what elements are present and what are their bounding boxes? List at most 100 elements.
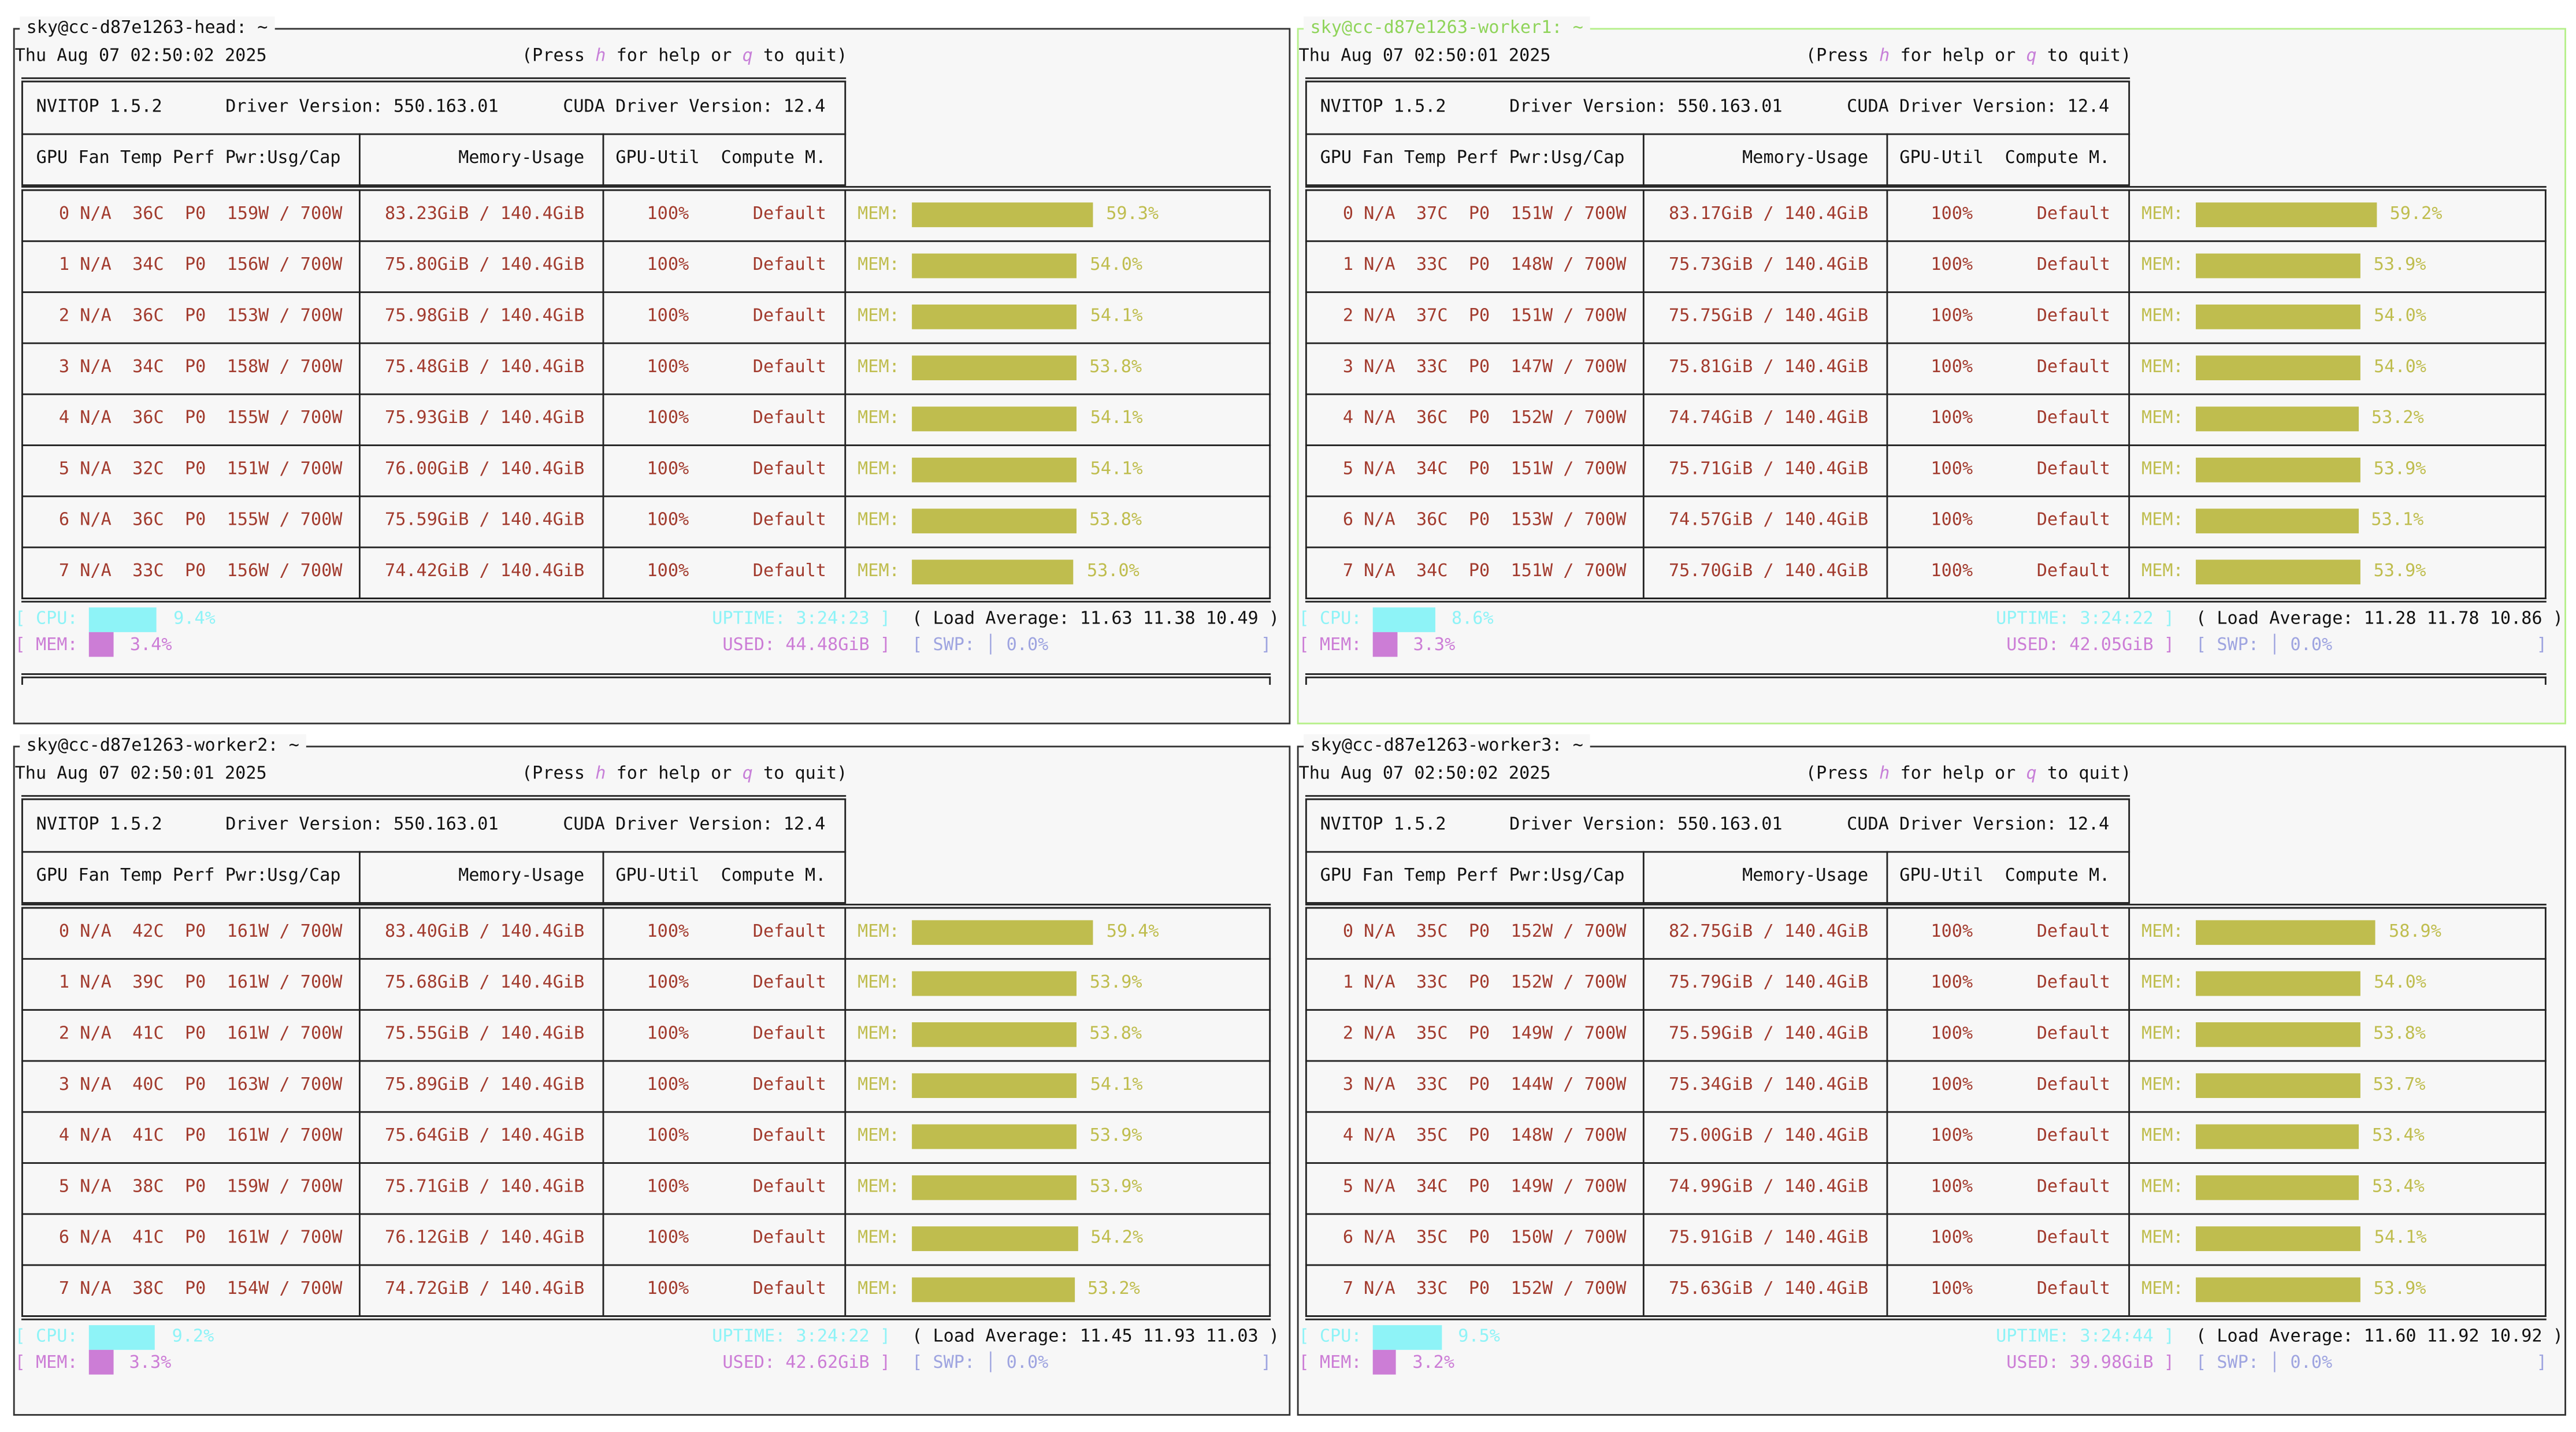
memory-usage: 75.63GiB / 140.4GiB <box>1668 1279 1869 1299</box>
memory-usage: 75.71GiB / 140.4GiB <box>1668 459 1869 479</box>
memory-usage: 75.59GiB / 140.4GiB <box>1668 1023 1869 1044</box>
mem-label: MEM: <box>2141 1228 2184 1248</box>
gpu-row[interactable]: 3 N/A 33C P0 147W / 700W 75.81GiB / 140.4… <box>1305 342 2547 394</box>
compute-mode: Default <box>752 459 826 479</box>
gpu-util: 100% <box>647 510 689 530</box>
mem-percent: 53.9% <box>2373 561 2426 581</box>
gpu-row[interactable]: 4 N/A 36C P0 152W / 700W 74.74GiB / 140.4… <box>1305 393 2547 444</box>
mem-bar <box>2196 304 2361 329</box>
mem-bar <box>2196 1226 2361 1251</box>
row-divider <box>21 1264 1271 1266</box>
row-divider <box>1305 1009 2547 1011</box>
mem-bar <box>912 457 1077 483</box>
gpu-row[interactable]: 1 N/A 33C P0 152W / 700W 75.79GiB / 140.4… <box>1305 958 2547 1009</box>
gpu-row[interactable]: 5 N/A 34C P0 151W / 700W 75.71GiB / 140.4… <box>1305 444 2547 495</box>
memory-usage: 75.80GiB / 140.4GiB <box>385 255 585 275</box>
gpu-row[interactable]: 6 N/A 41C P0 161W / 700W 76.12GiB / 140.4… <box>21 1213 1271 1264</box>
mem-label: MEM: <box>858 922 900 942</box>
gpu-row[interactable]: 0 N/A 37C P0 151W / 700W 83.17GiB / 140.4… <box>1305 190 2547 240</box>
mem-percent: 53.4% <box>2371 1177 2425 1197</box>
nvitop-version: NVITOP 1.5.2 <box>1320 97 1446 117</box>
row-divider <box>21 1111 1271 1113</box>
gpu-row[interactable]: 4 N/A 36C P0 155W / 700W 75.93GiB / 140.4… <box>21 393 1271 444</box>
gpu-row[interactable]: 7 N/A 33C P0 156W / 700W 74.42GiB / 140.4… <box>21 546 1271 598</box>
cpu-bar <box>88 1325 156 1350</box>
mem-percent: 53.8% <box>1089 357 1142 377</box>
terminal-pane[interactable]: sky@cc-d87e1263-worker3: ~ Thu Aug 07 02:… <box>1297 734 2566 1416</box>
cpu-percent: 9.4% <box>173 609 216 629</box>
mem-bar <box>912 304 1077 329</box>
mem-bar <box>912 920 1093 945</box>
gpu-util: 100% <box>647 306 689 327</box>
memory-usage: 75.91GiB / 140.4GiB <box>1668 1228 1869 1248</box>
row-divider <box>1305 444 2547 446</box>
gpu-row[interactable]: 2 N/A 41C P0 161W / 700W 75.55GiB / 140.4… <box>21 1009 1271 1060</box>
mem-label: MEM: <box>2141 204 2184 224</box>
gpu-row[interactable]: 4 N/A 35C P0 148W / 700W 75.00GiB / 140.4… <box>1305 1111 2547 1162</box>
cpu-label: [ CPU: <box>1298 1326 1362 1347</box>
gpu-row[interactable]: 6 N/A 35C P0 150W / 700W 75.91GiB / 140.4… <box>1305 1213 2547 1264</box>
mem-percent: 54.1% <box>1090 408 1143 428</box>
memory-usage: 75.64GiB / 140.4GiB <box>385 1126 585 1146</box>
memory-usage: 76.12GiB / 140.4GiB <box>385 1228 585 1248</box>
mem-label: MEM: <box>858 357 900 377</box>
terminal-pane[interactable]: sky@cc-d87e1263-head: ~ Thu Aug 07 02:50:… <box>13 16 1291 725</box>
gpu-row[interactable]: 6 N/A 36C P0 153W / 700W 74.57GiB / 140.4… <box>1305 495 2547 546</box>
mem-percent: 59.3% <box>1106 204 1159 224</box>
gpu-row[interactable]: 0 N/A 42C P0 161W / 700W 83.40GiB / 140.4… <box>21 907 1271 958</box>
row-divider <box>21 1060 1271 1062</box>
gpu-row[interactable]: 6 N/A 36C P0 155W / 700W 75.59GiB / 140.4… <box>21 495 1271 546</box>
column-divider <box>1886 907 1888 1316</box>
gpu-row[interactable]: 0 N/A 35C P0 152W / 700W 82.75GiB / 140.4… <box>1305 907 2547 958</box>
memory-usage: 75.70GiB / 140.4GiB <box>1668 561 1869 581</box>
mem-label: [ MEM: <box>14 635 78 655</box>
gpu-row[interactable]: 2 N/A 37C P0 151W / 700W 75.75GiB / 140.4… <box>1305 291 2547 342</box>
gpu-util: 100% <box>647 255 689 275</box>
compute-mode: Default <box>752 1177 826 1197</box>
gpu-summary: 0 N/A 42C P0 161W / 700W <box>58 922 343 942</box>
column-divider <box>844 907 847 1316</box>
help-hint: (Press h for help or q to quit) <box>522 762 847 785</box>
gpu-row[interactable]: 1 N/A 39C P0 161W / 700W 75.68GiB / 140.4… <box>21 958 1271 1009</box>
process-panel-right <box>2544 676 2547 685</box>
mem-label: MEM: <box>2141 973 2184 993</box>
memory-usage: 75.89GiB / 140.4GiB <box>385 1075 585 1095</box>
gpu-util: 100% <box>1931 973 1973 993</box>
gpu-row[interactable]: 5 N/A 34C P0 149W / 700W 74.99GiB / 140.4… <box>1305 1162 2547 1213</box>
swap: [ SWP: │ 0.0% <box>2196 1353 2333 1373</box>
compute-mode: Default <box>2036 561 2110 581</box>
cpu-label: [ CPU: <box>14 609 78 629</box>
help-hint: (Press h for help or q to quit) <box>1806 44 2131 68</box>
column-divider <box>1642 907 1645 1316</box>
gpu-row[interactable]: 7 N/A 34C P0 151W / 700W 75.70GiB / 140.4… <box>1305 546 2547 598</box>
gpu-row[interactable]: 2 N/A 35C P0 149W / 700W 75.59GiB / 140.4… <box>1305 1009 2547 1060</box>
mem-percent: 53.2% <box>1087 1279 1140 1299</box>
gpu-row[interactable]: 1 N/A 34C P0 156W / 700W 75.80GiB / 140.4… <box>21 240 1271 291</box>
mem-label: MEM: <box>858 1177 900 1197</box>
gpu-row[interactable]: 3 N/A 33C P0 144W / 700W 75.34GiB / 140.4… <box>1305 1060 2547 1111</box>
memory-usage: 76.00GiB / 140.4GiB <box>385 459 585 479</box>
gpu-summary: 1 N/A 33C P0 148W / 700W <box>1342 255 1627 275</box>
mem-bar <box>2196 1277 2360 1303</box>
gpu-summary: 0 N/A 37C P0 151W / 700W <box>1342 204 1627 224</box>
column-divider <box>1886 133 1888 186</box>
gpu-row[interactable]: 2 N/A 36C P0 153W / 700W 75.98GiB / 140.4… <box>21 291 1271 342</box>
gpu-row[interactable]: 7 N/A 38C P0 154W / 700W 74.72GiB / 140.4… <box>21 1264 1271 1315</box>
column-divider <box>602 133 604 186</box>
gpu-util: 100% <box>647 204 689 224</box>
terminal-pane[interactable]: sky@cc-d87e1263-worker2: ~ Thu Aug 07 02:… <box>13 734 1291 1416</box>
gpu-row[interactable]: 0 N/A 36C P0 159W / 700W 83.23GiB / 140.4… <box>21 190 1271 240</box>
gpu-row[interactable]: 5 N/A 38C P0 159W / 700W 75.71GiB / 140.4… <box>21 1162 1271 1213</box>
terminal-pane[interactable]: sky@cc-d87e1263-worker1: ~ Thu Aug 07 02:… <box>1297 16 2566 725</box>
gpu-row[interactable]: 7 N/A 33C P0 152W / 700W 75.63GiB / 140.4… <box>1305 1264 2547 1315</box>
gpu-row[interactable]: 3 N/A 40C P0 163W / 700W 75.89GiB / 140.4… <box>21 1060 1271 1111</box>
gpu-row[interactable]: 1 N/A 33C P0 148W / 700W 75.73GiB / 140.4… <box>1305 240 2547 291</box>
help-post: to quit) <box>2036 46 2132 66</box>
compute-mode: Default <box>752 1126 826 1146</box>
mem-bar <box>2196 1073 2360 1099</box>
mem-label: MEM: <box>2141 1279 2184 1299</box>
gpu-row[interactable]: 3 N/A 34C P0 158W / 700W 75.48GiB / 140.4… <box>21 342 1271 394</box>
gpu-row[interactable]: 5 N/A 32C P0 151W / 700W 76.00GiB / 140.4… <box>21 444 1271 495</box>
gpu-row[interactable]: 4 N/A 41C P0 161W / 700W 75.64GiB / 140.4… <box>21 1111 1271 1162</box>
col-header-gpu: GPU Fan Temp Perf Pwr:Usg/Cap <box>36 866 341 886</box>
